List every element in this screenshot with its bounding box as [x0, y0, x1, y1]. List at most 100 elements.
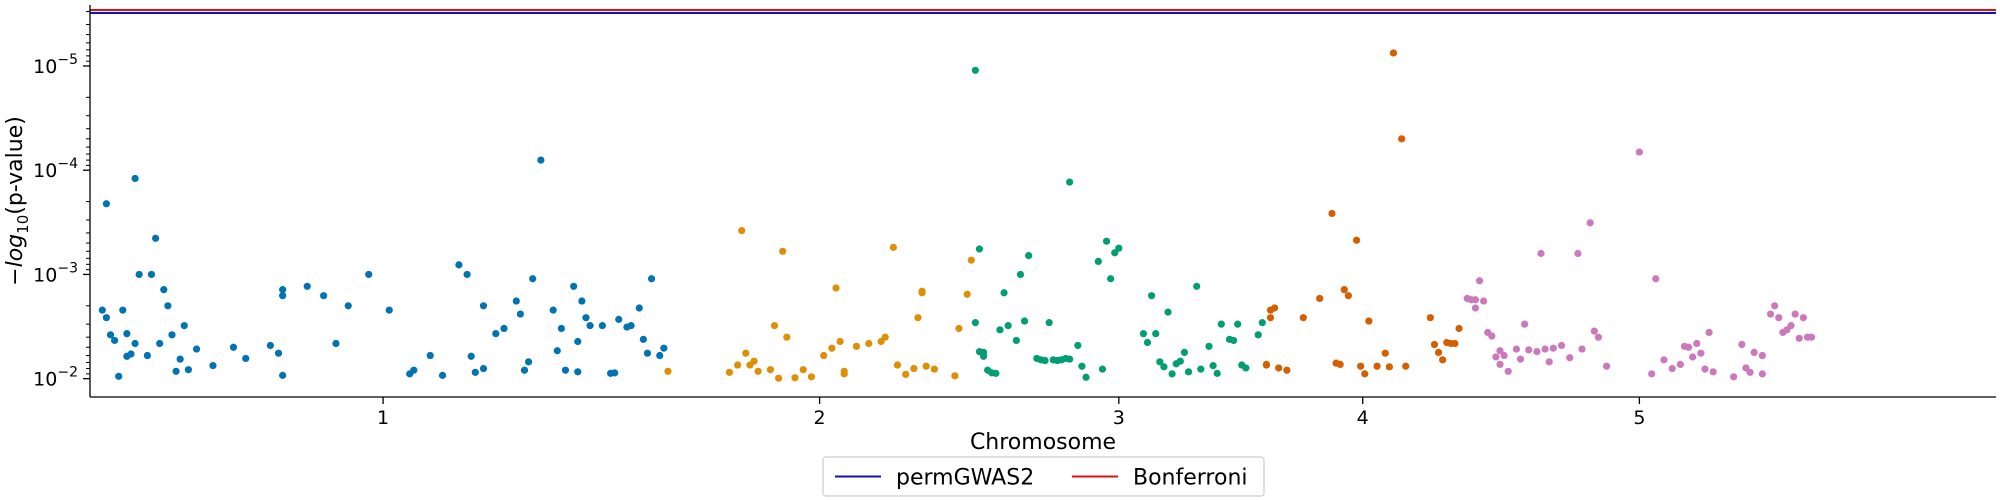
point-chr2: [951, 372, 959, 380]
point-chr2: [807, 373, 816, 381]
point-chr5: [1480, 297, 1488, 305]
point-chr1: [570, 282, 578, 290]
point-chr5: [1648, 370, 1656, 378]
point-chr5: [1525, 346, 1533, 354]
point-chr1: [123, 330, 131, 338]
y-tick-label: 10−4: [33, 156, 78, 182]
point-chr4: [1283, 366, 1291, 374]
point-chr3: [1012, 336, 1020, 345]
point-chr2: [770, 322, 779, 330]
point-chr5: [1533, 347, 1541, 356]
point-chr1: [365, 270, 373, 279]
point-chr1: [479, 364, 488, 373]
point-chr3: [971, 66, 979, 74]
point-chr4: [1451, 339, 1459, 348]
point-chr1: [471, 368, 479, 376]
point-chr4: [1352, 236, 1361, 244]
point-chr1: [479, 302, 488, 310]
point-chr1: [647, 275, 656, 283]
point-chr1: [561, 366, 570, 374]
x-tick-label: 3: [1113, 407, 1125, 429]
point-chr5: [1586, 219, 1594, 227]
point-chr2: [725, 368, 734, 376]
point-chr5: [1635, 148, 1643, 156]
point-chr4: [1455, 324, 1463, 333]
point-chr5: [1676, 360, 1684, 369]
point-chr1: [643, 349, 652, 357]
point-chr1: [131, 174, 139, 183]
point-chr2: [820, 351, 828, 360]
point-chr3: [1066, 178, 1074, 186]
point-chr3: [1107, 275, 1115, 283]
point-chr2: [918, 287, 926, 295]
point-chr5: [1557, 341, 1566, 350]
point-chr5: [1689, 353, 1697, 361]
data-points: [98, 49, 1816, 382]
point-chr1: [143, 351, 151, 360]
point-chr5: [1758, 351, 1766, 360]
point-chr1: [242, 354, 250, 363]
y-axis-ticks: 10−5 10−4 10−3 10−2: [33, 10, 90, 391]
point-chr3: [1258, 319, 1266, 327]
point-chr3: [1242, 364, 1250, 372]
point-chr4: [1365, 317, 1373, 325]
point-chr4: [1385, 363, 1393, 371]
point-chr2: [963, 290, 971, 298]
point-chr4: [1275, 364, 1283, 372]
point-chr1: [598, 322, 606, 330]
point-chr3: [1041, 356, 1049, 365]
x-tick-label: 1: [377, 407, 389, 429]
point-chr3: [1016, 270, 1025, 279]
point-chr3: [1066, 355, 1074, 363]
point-chr5: [1574, 249, 1582, 258]
point-chr3: [1254, 331, 1262, 339]
point-chr4: [1430, 340, 1439, 349]
point-chr1: [131, 339, 139, 348]
point-chr4: [1266, 314, 1275, 322]
point-chr4: [1344, 292, 1352, 300]
point-chr1: [119, 306, 127, 314]
point-chr1: [492, 330, 500, 338]
point-chr4: [1402, 362, 1410, 370]
point-chr1: [274, 349, 283, 357]
point-chr3: [1160, 363, 1168, 371]
point-chr4: [1361, 370, 1369, 378]
point-chr3: [1156, 358, 1164, 366]
point-chr5: [1693, 339, 1701, 348]
point-chr3: [1148, 292, 1156, 300]
point-chr1: [151, 234, 160, 242]
point-chr1: [635, 304, 643, 312]
point-chr2: [910, 364, 918, 373]
point-chr5: [1684, 343, 1693, 351]
point-chr3: [1180, 348, 1189, 357]
point-chr1: [332, 339, 340, 348]
point-chr4: [1328, 209, 1336, 218]
point-chr1: [106, 331, 115, 339]
point-chr1: [656, 351, 664, 360]
point-chr1: [266, 341, 274, 350]
point-chr5: [1758, 370, 1766, 378]
point-chr4: [1389, 49, 1398, 57]
point-chr1: [192, 345, 201, 353]
point-chr3: [1152, 330, 1160, 338]
point-chr5: [1668, 364, 1676, 373]
point-chr2: [930, 365, 938, 373]
point-chr5: [1660, 356, 1668, 364]
point-chr2: [840, 370, 848, 378]
point-chr1: [160, 286, 168, 294]
point-chr1: [455, 261, 463, 269]
point-chr5: [1746, 368, 1754, 376]
point-chr1: [303, 282, 311, 290]
point-chr3: [1000, 289, 1008, 297]
y-tick-label: 10−2: [33, 365, 78, 391]
point-chr2: [967, 256, 975, 264]
point-chr4: [1270, 304, 1279, 312]
point-chr1: [660, 344, 668, 352]
point-chr5: [1594, 333, 1603, 341]
point-chr1: [553, 347, 561, 355]
point-chr3: [971, 319, 979, 327]
point-chr3: [1234, 320, 1242, 328]
point-chr1: [426, 351, 434, 360]
point-chr5: [1701, 365, 1709, 373]
point-chr5: [1787, 322, 1795, 330]
